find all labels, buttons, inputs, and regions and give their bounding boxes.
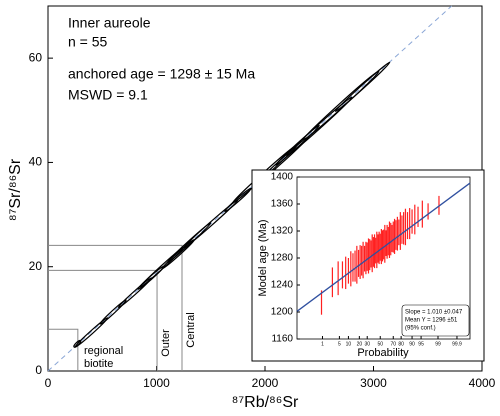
y-tick-label: 1400: [271, 172, 294, 183]
x-tick-label: 99: [435, 341, 441, 347]
stats-text: Mean Y = 1296 ±51: [405, 318, 458, 324]
y-tick-label: 1160: [271, 334, 293, 345]
y-tick-label: 1240: [271, 280, 294, 291]
x-tick-label: 30: [364, 341, 370, 347]
y-tick-label: 20: [29, 259, 43, 273]
reference-label: Outer: [160, 329, 172, 357]
x-tick-label: 2000: [252, 376, 279, 390]
annotation: MSWD = 9.1: [68, 87, 148, 103]
reference-line: [48, 244, 183, 371]
inset: 1160 1200 1240 1280 1320 1360 1400 1 5 10 20 30 50 70…: [251, 169, 485, 362]
x-tick-label: 99.9: [452, 341, 462, 347]
y-axis-label: ⁸⁷Sr/⁸⁶Sr: [7, 158, 24, 221]
x-tick-label: 10: [346, 341, 352, 347]
y-tick-label: 1320: [271, 226, 294, 237]
x-tick-label: 5: [338, 341, 341, 347]
y-tick-label: 1280: [271, 253, 294, 264]
fit-line: [296, 182, 471, 312]
x-tick-label: 3000: [360, 376, 387, 390]
annotation: anchored age = 1298 ± 15 Ma: [68, 66, 255, 82]
x-axis-label: ⁸⁷Rb/⁸⁶Sr: [232, 394, 299, 411]
reference-label: Central: [185, 312, 197, 347]
y-tick-label: 40: [29, 155, 43, 169]
error-ellipse: [334, 61, 391, 112]
error-ellipse: [74, 317, 109, 348]
error-ellipse: [286, 96, 353, 157]
x-tick-label: 1000: [143, 376, 170, 390]
annotation: Inner aureole: [68, 15, 151, 31]
y-tick-label: 0: [35, 363, 42, 377]
reference-label: regional biotite: [84, 345, 124, 370]
y-axis-label: Model age (Ma): [257, 219, 269, 296]
x-tick-label: 4000: [469, 376, 496, 390]
reference-line: [48, 328, 79, 371]
stats-text: Slope = 1.010 ±0.047: [405, 310, 463, 316]
x-tick-label: 90: [409, 341, 415, 347]
x-axis-label: Probability: [357, 347, 409, 359]
stats-box: [401, 304, 470, 337]
x-tick-label: 70: [390, 341, 396, 347]
error-ellipse: [99, 299, 127, 325]
y-tick-label: 1360: [271, 199, 294, 210]
x-tick-label: 80: [398, 341, 404, 347]
x-tick-label: 50: [377, 341, 383, 347]
x-tick-label: 95: [418, 341, 424, 347]
y-tick-label: 1200: [271, 307, 294, 318]
stats-text: (95% conf.): [405, 326, 436, 332]
annotation: n = 55: [68, 34, 108, 50]
x-tick-label: 20: [357, 341, 363, 347]
x-tick-label: 0: [45, 376, 52, 390]
x-tick-label: 1: [321, 341, 324, 347]
y-tick-label: 60: [29, 50, 43, 64]
